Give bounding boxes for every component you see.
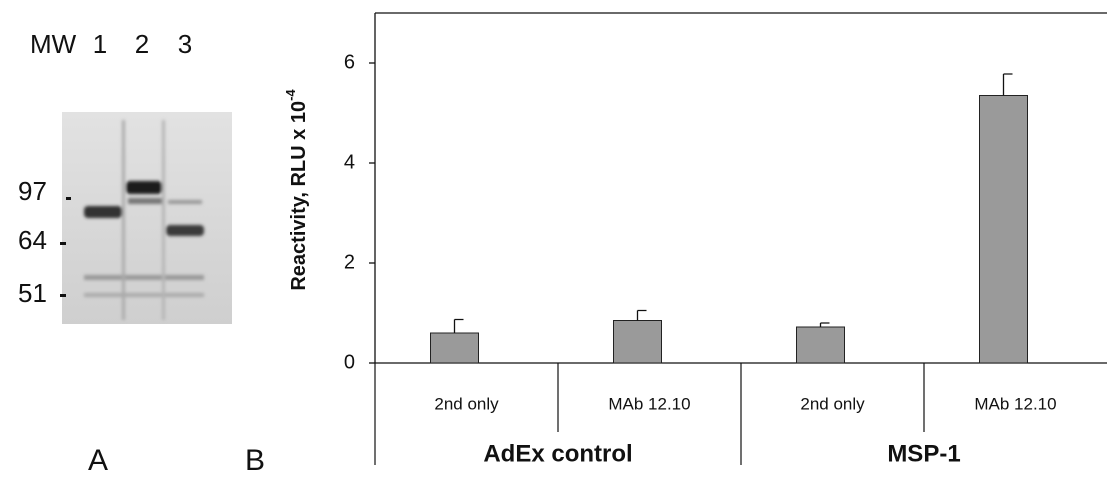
figure: MW 1 2 3 97 64 51 A B Reactivity, RLU x … xyxy=(0,0,1107,478)
group-label: MSP-1 xyxy=(887,440,960,467)
bar xyxy=(980,96,1028,364)
group-label: AdEx control xyxy=(483,440,632,467)
y-axis-label: Reactivity, RLU x 10-4 xyxy=(283,89,310,291)
y-tick-label: 2 xyxy=(344,251,355,273)
y-tick-label: 0 xyxy=(344,351,355,373)
mw-marker: 51 xyxy=(18,278,47,308)
lane-label: 1 xyxy=(93,29,107,59)
gel-image xyxy=(62,112,232,324)
mw-marker: 64 xyxy=(18,225,47,255)
panel-label: B xyxy=(245,444,265,477)
bar xyxy=(614,321,662,364)
error-bar xyxy=(821,323,830,327)
y-tick-label: 6 xyxy=(344,51,355,73)
error-bar xyxy=(455,320,464,334)
mw-tick xyxy=(60,294,66,297)
lane-label: 3 xyxy=(178,29,192,59)
y-axis-label-superscript: -4 xyxy=(283,89,298,101)
x-tick-label: MAb 12.10 xyxy=(974,394,1056,413)
y-axis-label-main: Reactivity, RLU x 10 xyxy=(288,101,310,291)
mw-marker: 97 xyxy=(18,176,47,206)
x-tick-label: 2nd only xyxy=(434,394,499,413)
y-tick-label: 4 xyxy=(344,151,355,173)
lane-label: MW xyxy=(30,29,77,59)
lane-label: 2 xyxy=(135,29,149,59)
error-bar xyxy=(1004,74,1013,96)
x-tick-label: 2nd only xyxy=(800,394,865,413)
bar xyxy=(431,333,479,363)
panel-label: A xyxy=(88,444,108,477)
mw-tick xyxy=(66,197,71,200)
mw-tick xyxy=(60,242,66,245)
bar xyxy=(797,327,845,363)
x-tick-label: MAb 12.10 xyxy=(608,394,690,413)
error-bar xyxy=(638,311,647,321)
